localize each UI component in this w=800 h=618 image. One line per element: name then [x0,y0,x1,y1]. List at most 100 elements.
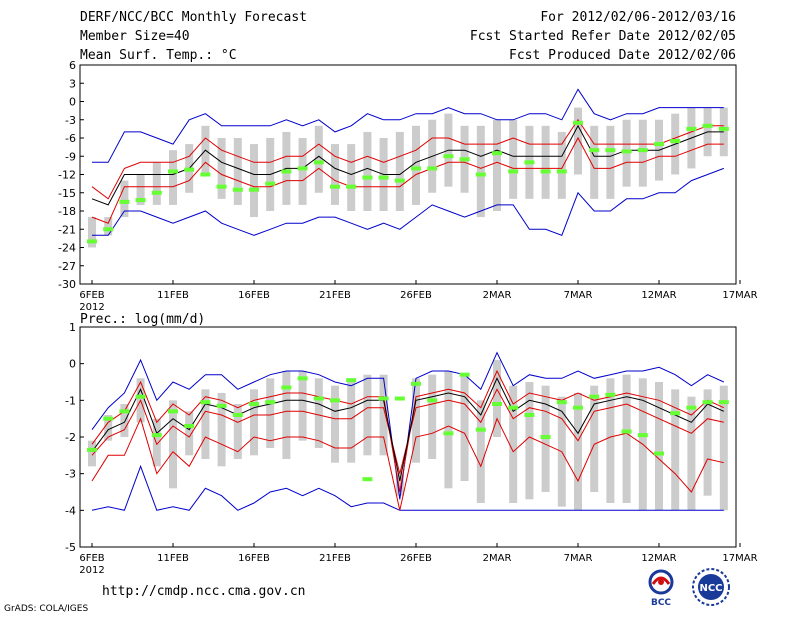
observed-marker [589,148,600,153]
spread-box [638,119,647,187]
observed-marker [135,198,146,203]
spread-box [104,217,113,236]
observed-marker [394,396,405,401]
source-url[interactable]: http://cmdp.ncc.cma.gov.cn [102,584,306,599]
observed-marker [346,184,357,189]
spread-box [331,144,339,205]
observed-marker [654,451,664,456]
y-tick-label: -1 [65,394,76,407]
spread-box [331,385,339,463]
spread-box [622,374,631,503]
forecast-produced-date: Fcst Produced Date 2012/02/06 [509,48,736,63]
observed-marker [475,172,486,177]
y-tick-label: 6 [69,59,76,72]
spread-box [687,396,696,511]
observed-marker [702,123,713,128]
observed-marker [87,447,97,452]
observed-marker [297,166,308,171]
series-line-upper [91,118,724,200]
observed-marker [621,429,632,434]
observed-marker [103,416,114,421]
y-tick-label: -30 [58,278,76,291]
y-tick-label: -12 [58,169,76,182]
observed-marker [540,435,551,439]
y-tick-label: -2 [65,431,76,444]
observed-marker [459,372,470,377]
y-tick-label: -9 [65,150,76,163]
x-tick-label: 16FEB [238,290,270,301]
x-tick-label: 17MAR [722,553,757,564]
x-tick-label: 6FEB [79,553,104,564]
observed-marker [686,126,697,131]
series-line-mean [91,377,725,482]
observed-marker [637,148,648,153]
observed-marker [702,400,713,405]
spread-box [88,440,96,467]
y-tick-label: -18 [58,205,76,218]
series-line-max [92,88,724,163]
observed-marker [313,160,324,165]
spread-box [460,374,469,481]
y-tick-label: -21 [58,223,76,236]
x-tick-label: 11FEB [157,553,189,564]
observed-marker [330,398,340,403]
observed-marker [394,178,405,183]
observed-marker [492,151,502,156]
observed-marker [216,403,227,408]
spread-box [104,415,113,441]
observed-marker [346,378,357,383]
observed-marker [411,381,421,386]
observed-marker [119,409,130,414]
spread-box [120,404,129,437]
spread-box [152,162,161,205]
y-tick-label: -5 [65,541,76,554]
spread-box [347,144,356,211]
observed-marker [249,402,259,406]
spread-box [541,125,550,199]
spread-box [298,138,307,205]
spread-box [574,393,582,511]
observed-marker [313,396,324,401]
observed-marker [168,409,178,414]
observed-marker [459,157,470,162]
grads-credit: GrADS: COLA/IGES [4,604,89,614]
observed-marker [524,160,535,165]
observed-marker [200,400,211,405]
observed-marker [621,149,632,154]
spread-box [363,131,372,211]
x-tick-label: 12MAR [641,553,676,564]
observed-marker [151,190,162,195]
observed-marker [281,169,292,174]
observed-marker [200,172,211,177]
x-tick-label: 11FEB [157,290,189,301]
spread-box [120,180,129,218]
observed-marker [362,175,373,180]
observed-marker [637,433,648,438]
observed-marker [362,477,373,482]
spread-box [574,107,582,175]
observed-marker [135,394,146,399]
spread-box [557,131,566,199]
spread-box [444,371,453,489]
spread-box [363,374,372,456]
observed-marker [427,398,438,403]
spread-box [719,385,728,511]
observed-marker [540,169,551,174]
spread-box [671,389,680,511]
observed-marker [87,239,97,244]
y-tick-label: -27 [58,260,76,273]
chart-title: DERF/NCC/BCC Monthly Forecast [80,10,307,25]
spread-box [250,144,258,218]
spread-box [347,382,356,463]
precip-title: Prec.: log(mm/d) [80,312,205,327]
spread-box [428,374,437,459]
x-tick-label: 26FEB [400,290,432,301]
spread-box [314,378,323,448]
spread-box [655,382,663,511]
y-tick-label: -24 [58,242,76,255]
spread-box [88,217,96,248]
spread-box [476,125,485,218]
spread-box [379,374,388,456]
y-tick-label: 0 [69,358,76,371]
observed-marker [654,142,664,147]
